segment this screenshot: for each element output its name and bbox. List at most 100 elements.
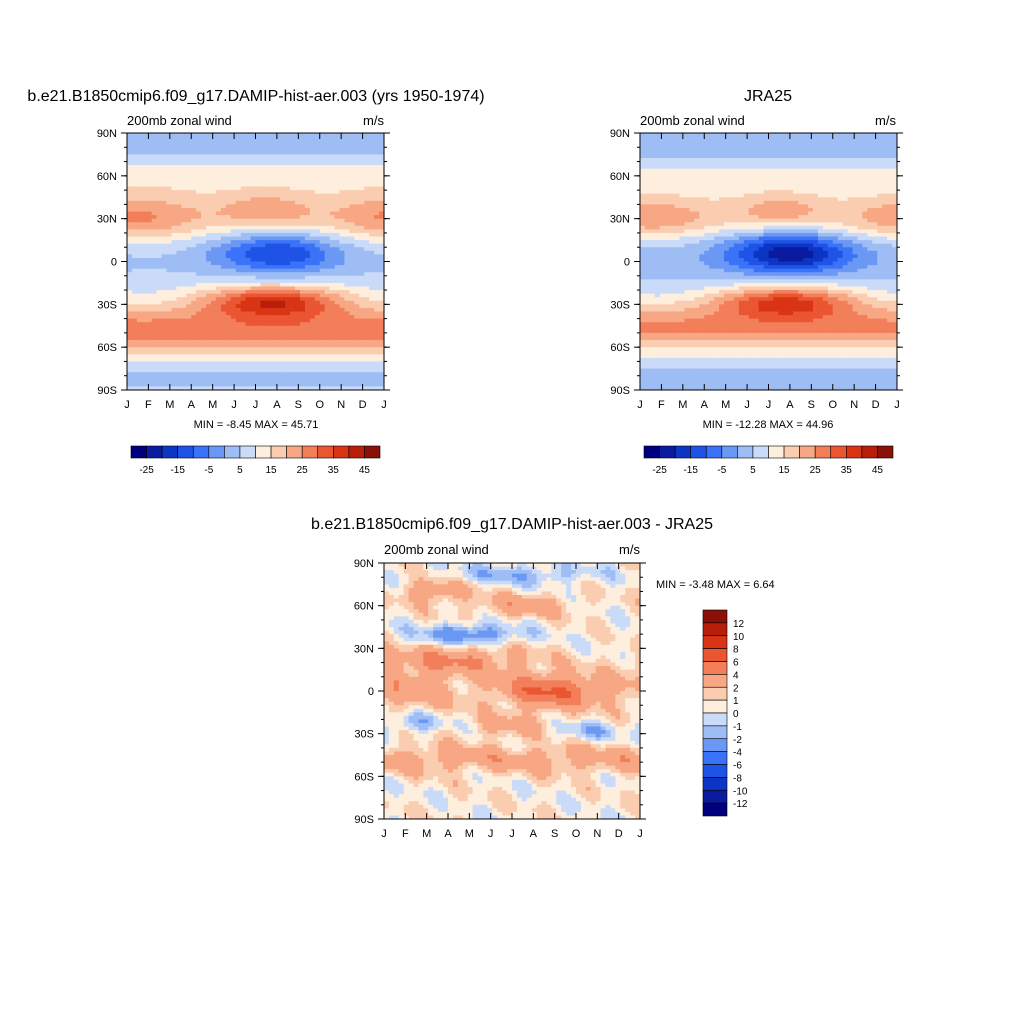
contour-cell: [379, 265, 384, 270]
contour-cell: [295, 307, 301, 313]
contour-cell: [364, 368, 370, 373]
contour-cell: [704, 161, 710, 166]
contour-cell: [344, 147, 350, 152]
contour-cell: [339, 365, 346, 370]
contour-cell: [324, 186, 331, 191]
contour-cell: [127, 322, 133, 327]
contour-cell: [684, 232, 691, 238]
contour-cell: [659, 382, 666, 388]
contour-cell: [334, 365, 341, 370]
contour-cell: [186, 157, 192, 163]
contour-cell: [146, 375, 153, 380]
contour-cell: [364, 268, 370, 273]
contour-cell: [659, 182, 666, 188]
contour-cell: [354, 172, 360, 177]
contour-cell: [309, 133, 316, 138]
contour-cell: [215, 215, 222, 220]
contour-cell: [235, 197, 242, 202]
contour-cell: [704, 240, 710, 245]
contour-cell: [156, 225, 163, 230]
contour-cell: [369, 307, 375, 313]
contour-cell: [240, 307, 247, 313]
contour-cell: [156, 165, 163, 170]
contour-cell: [640, 297, 646, 302]
contour-cell: [181, 147, 187, 152]
contour-cell: [255, 275, 262, 280]
contour-cell: [654, 315, 661, 320]
contour-cell: [250, 193, 257, 198]
contour-cell: [354, 343, 360, 348]
contour-cell: [324, 225, 331, 230]
contour-cell: [280, 372, 286, 377]
contour-cell: [156, 197, 163, 202]
contour-cell: [255, 375, 262, 380]
contour-cell: [215, 347, 222, 352]
contour-cell: [230, 293, 237, 298]
contour-cell: [171, 225, 178, 230]
contour-cell: [714, 261, 720, 266]
contour-cell: [319, 200, 326, 205]
contour-cell: [324, 197, 331, 202]
contour-cell: [369, 161, 375, 166]
contour-cell: [240, 282, 247, 288]
contour-cell: [304, 311, 311, 316]
contour-cell: [211, 375, 217, 380]
contour-cell: [127, 225, 133, 230]
contour-cell: [201, 247, 207, 252]
contour-cell: [299, 340, 306, 345]
contour-cell: [230, 361, 237, 366]
contour-cell: [225, 207, 232, 213]
contour-cell: [295, 315, 301, 320]
contour-cell: [309, 322, 316, 327]
contour-cell: [127, 165, 133, 170]
contour-cell: [709, 272, 715, 277]
contour-cell: [319, 207, 326, 213]
contour-cell: [309, 361, 316, 366]
contour-cell: [127, 272, 133, 277]
contour-cell: [141, 193, 148, 198]
contour-cell: [260, 332, 266, 338]
contour-cell: [364, 225, 370, 230]
contour-cell: [290, 147, 296, 152]
contour-cell: [136, 322, 143, 327]
contour-cell: [250, 236, 257, 241]
contour-cell: [270, 236, 276, 241]
contour-cell: [191, 133, 197, 138]
contour-cell: [374, 357, 380, 363]
contour-cell: [280, 347, 286, 352]
contour-cell: [649, 186, 656, 191]
contour-cell: [689, 261, 695, 266]
contour-cell: [669, 361, 676, 366]
contour-cell: [196, 300, 202, 305]
contour-cell: [295, 343, 301, 348]
contour-cell: [374, 286, 380, 291]
contour-cell: [131, 379, 138, 384]
contour-cell: [644, 225, 651, 230]
contour-cell: [156, 382, 163, 388]
contour-cell: [260, 265, 266, 270]
contour-cell: [230, 325, 237, 330]
contour-cell: [131, 261, 138, 266]
contour-cell: [196, 190, 202, 195]
contour-cell: [694, 368, 700, 373]
contour-cell: [290, 186, 296, 191]
contour-cell: [369, 240, 375, 245]
contour-cell: [354, 240, 360, 245]
contour-cell: [669, 325, 676, 330]
contour-cell: [245, 236, 252, 241]
contour-cell: [369, 190, 375, 195]
contour-cell: [131, 236, 138, 241]
contour-cell: [220, 279, 227, 284]
contour-cell: [255, 347, 262, 352]
contour-cell: [304, 307, 311, 313]
contour-cell: [191, 361, 197, 366]
contour-cell: [344, 286, 350, 291]
contour-cell: [654, 247, 661, 252]
contour-cell: [364, 186, 370, 191]
contour-cell: [344, 300, 350, 305]
contour-cell: [127, 257, 133, 263]
contour-cell: [654, 386, 661, 390]
contour-cell: [354, 340, 360, 345]
contour-cell: [186, 140, 192, 145]
contour-cell: [640, 361, 646, 366]
